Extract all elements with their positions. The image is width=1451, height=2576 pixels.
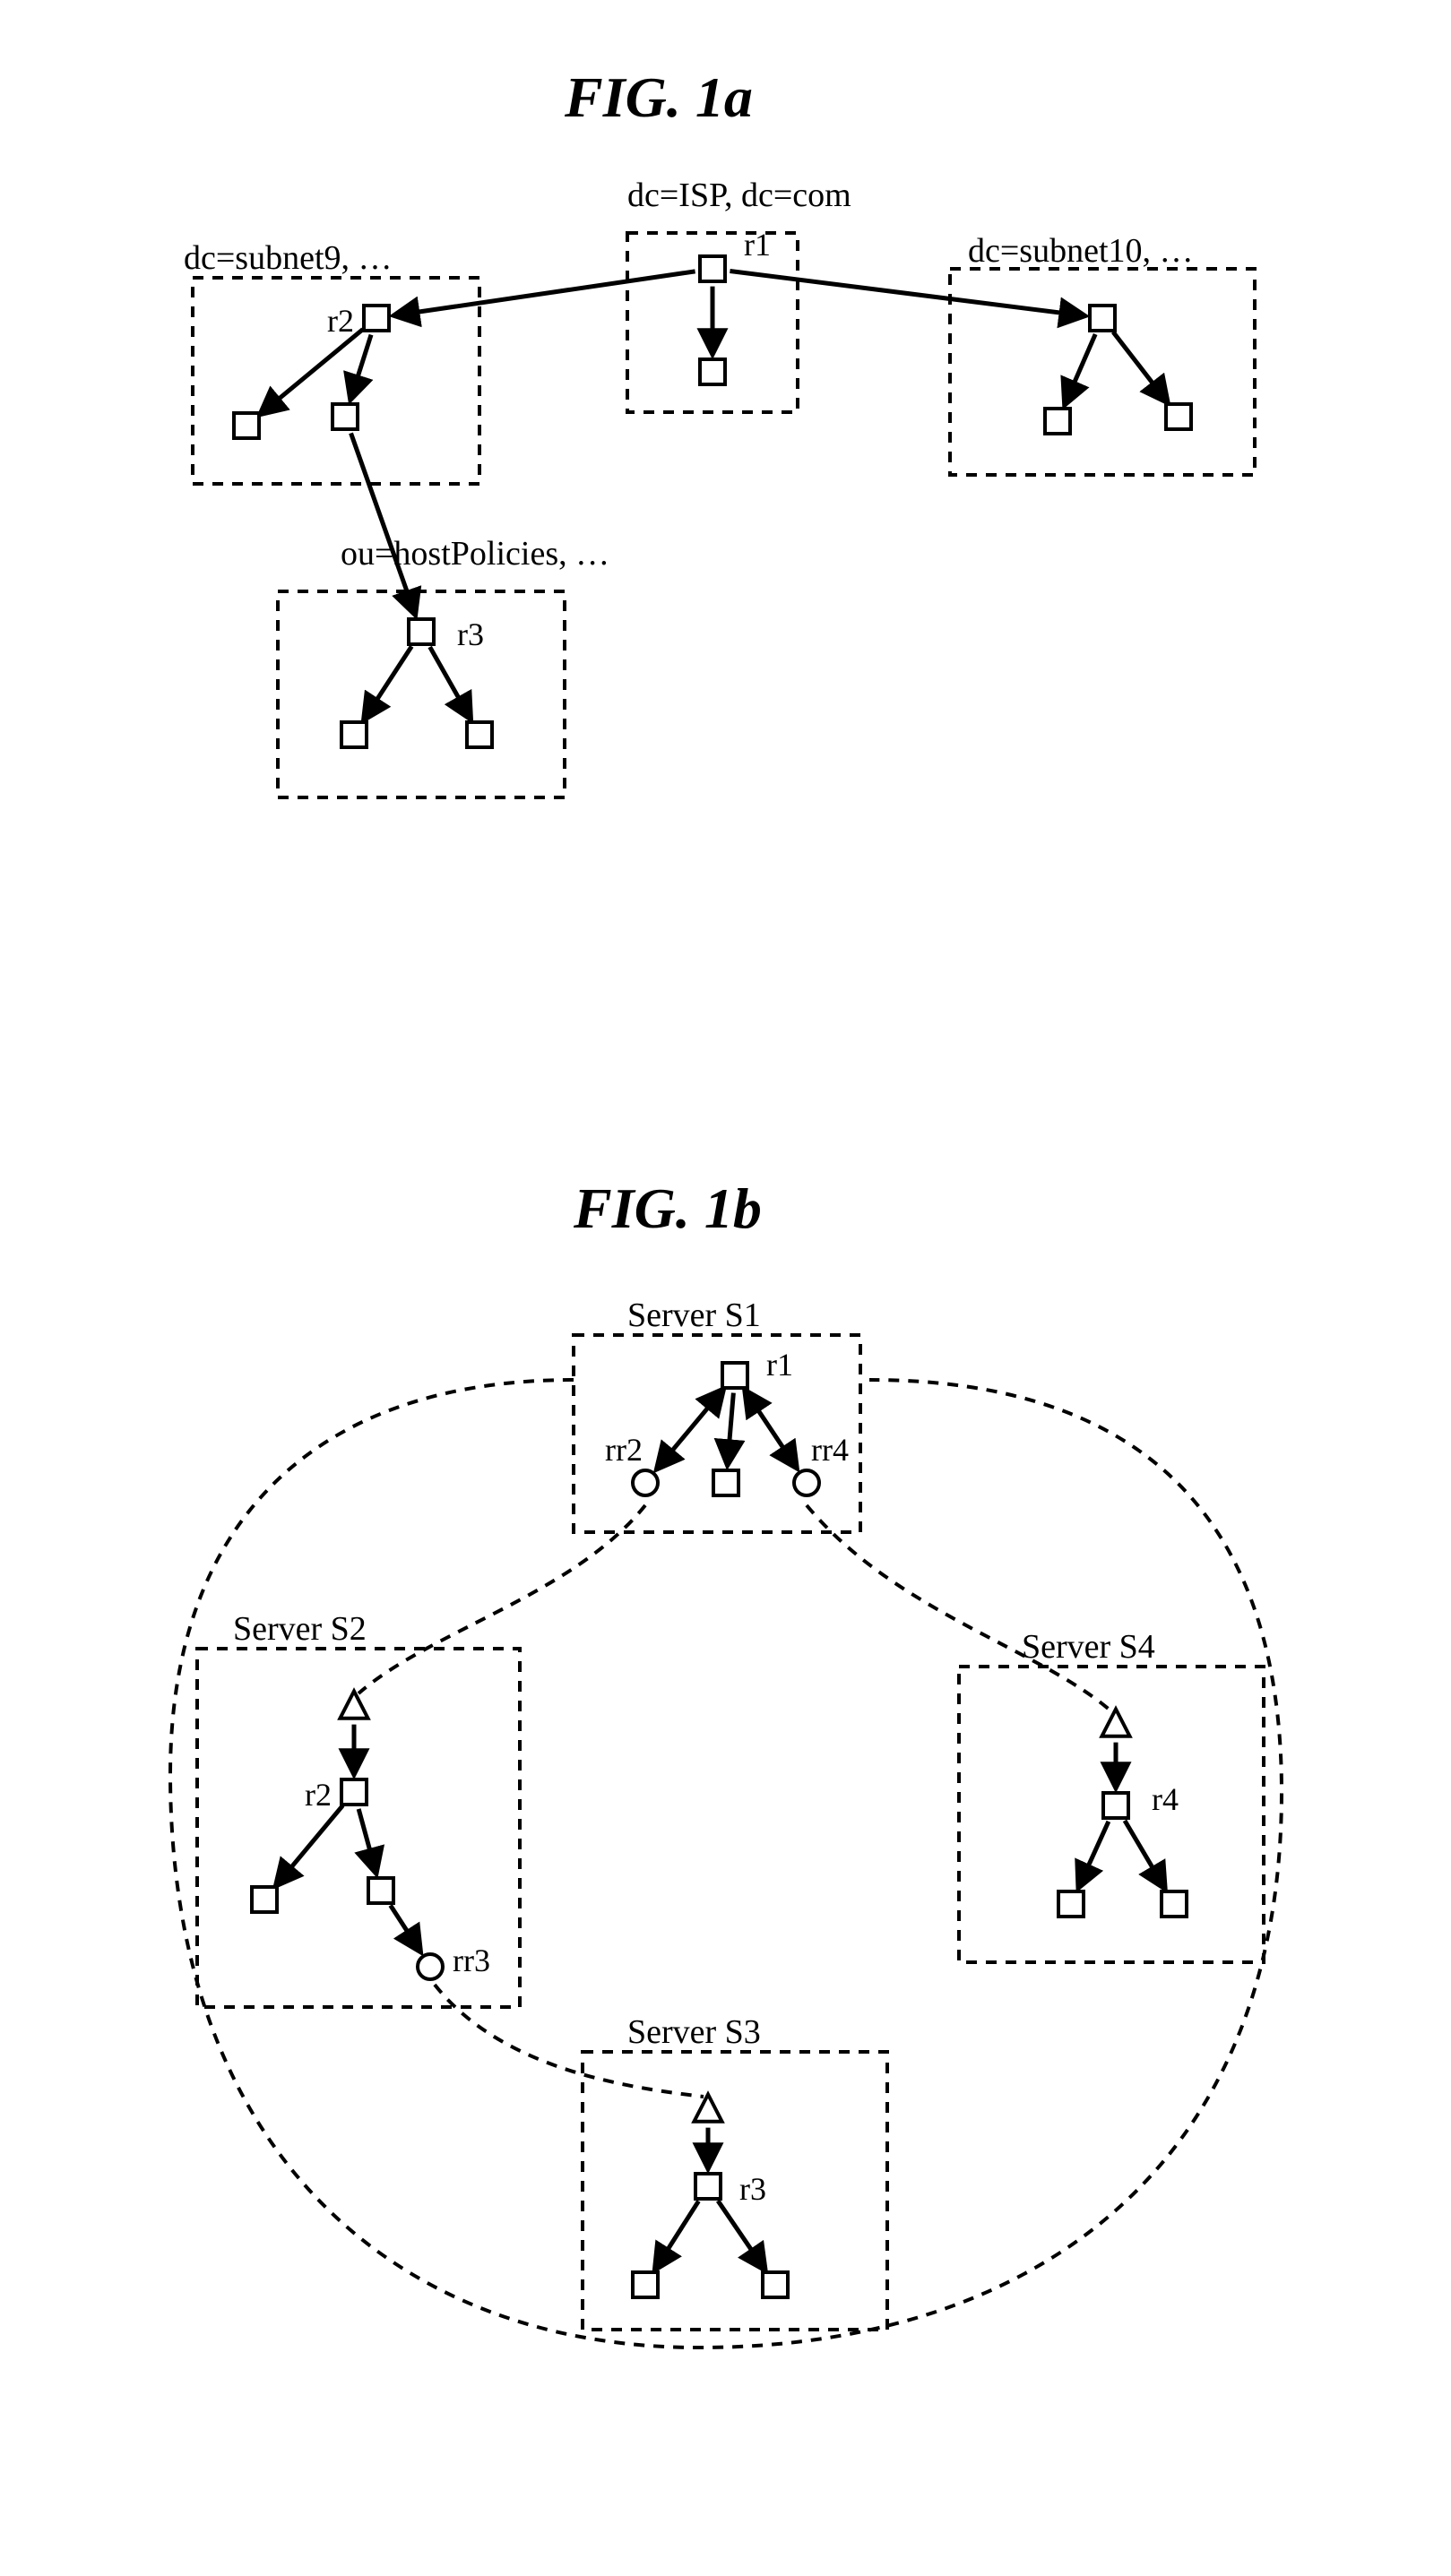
- diagram-label: r3: [739, 2171, 766, 2207]
- diagram-label: dc=subnet10, …: [968, 232, 1194, 270]
- diagram-label: ou=hostPolicies, …: [341, 535, 609, 573]
- diagram-label: Server S4: [1022, 1628, 1155, 1666]
- diagram-label: dc=ISP, dc=com: [627, 177, 851, 214]
- diagram-label: r3: [457, 616, 484, 652]
- diagram-label: rr2: [605, 1432, 643, 1468]
- diagram-label: rr3: [453, 1943, 490, 1978]
- diagram-label: r4: [1152, 1781, 1179, 1817]
- diagram-label: Server S1: [627, 1297, 761, 1334]
- page: FIG. 1a dc=ISP, dc=com dc=subnet9, … dc=sub…: [0, 0, 1451, 2572]
- diagram-label: r2: [327, 303, 354, 339]
- diagram-label: dc=subnet9, …: [184, 239, 393, 277]
- diagram-label: rr4: [811, 1432, 849, 1468]
- diagram-label: FIG. 1b: [573, 1176, 762, 1240]
- diagram-label: FIG. 1a: [564, 65, 753, 129]
- diagram-label: r1: [744, 227, 771, 263]
- diagram-label: r1: [766, 1347, 793, 1383]
- diagram-label: Server S3: [627, 2013, 761, 2051]
- diagram-label: r2: [305, 1777, 332, 1813]
- diagram-label: Server S2: [233, 1610, 367, 1648]
- diagram-canvas: FIG. 1a dc=ISP, dc=com dc=subnet9, … dc=sub…: [0, 0, 1451, 2572]
